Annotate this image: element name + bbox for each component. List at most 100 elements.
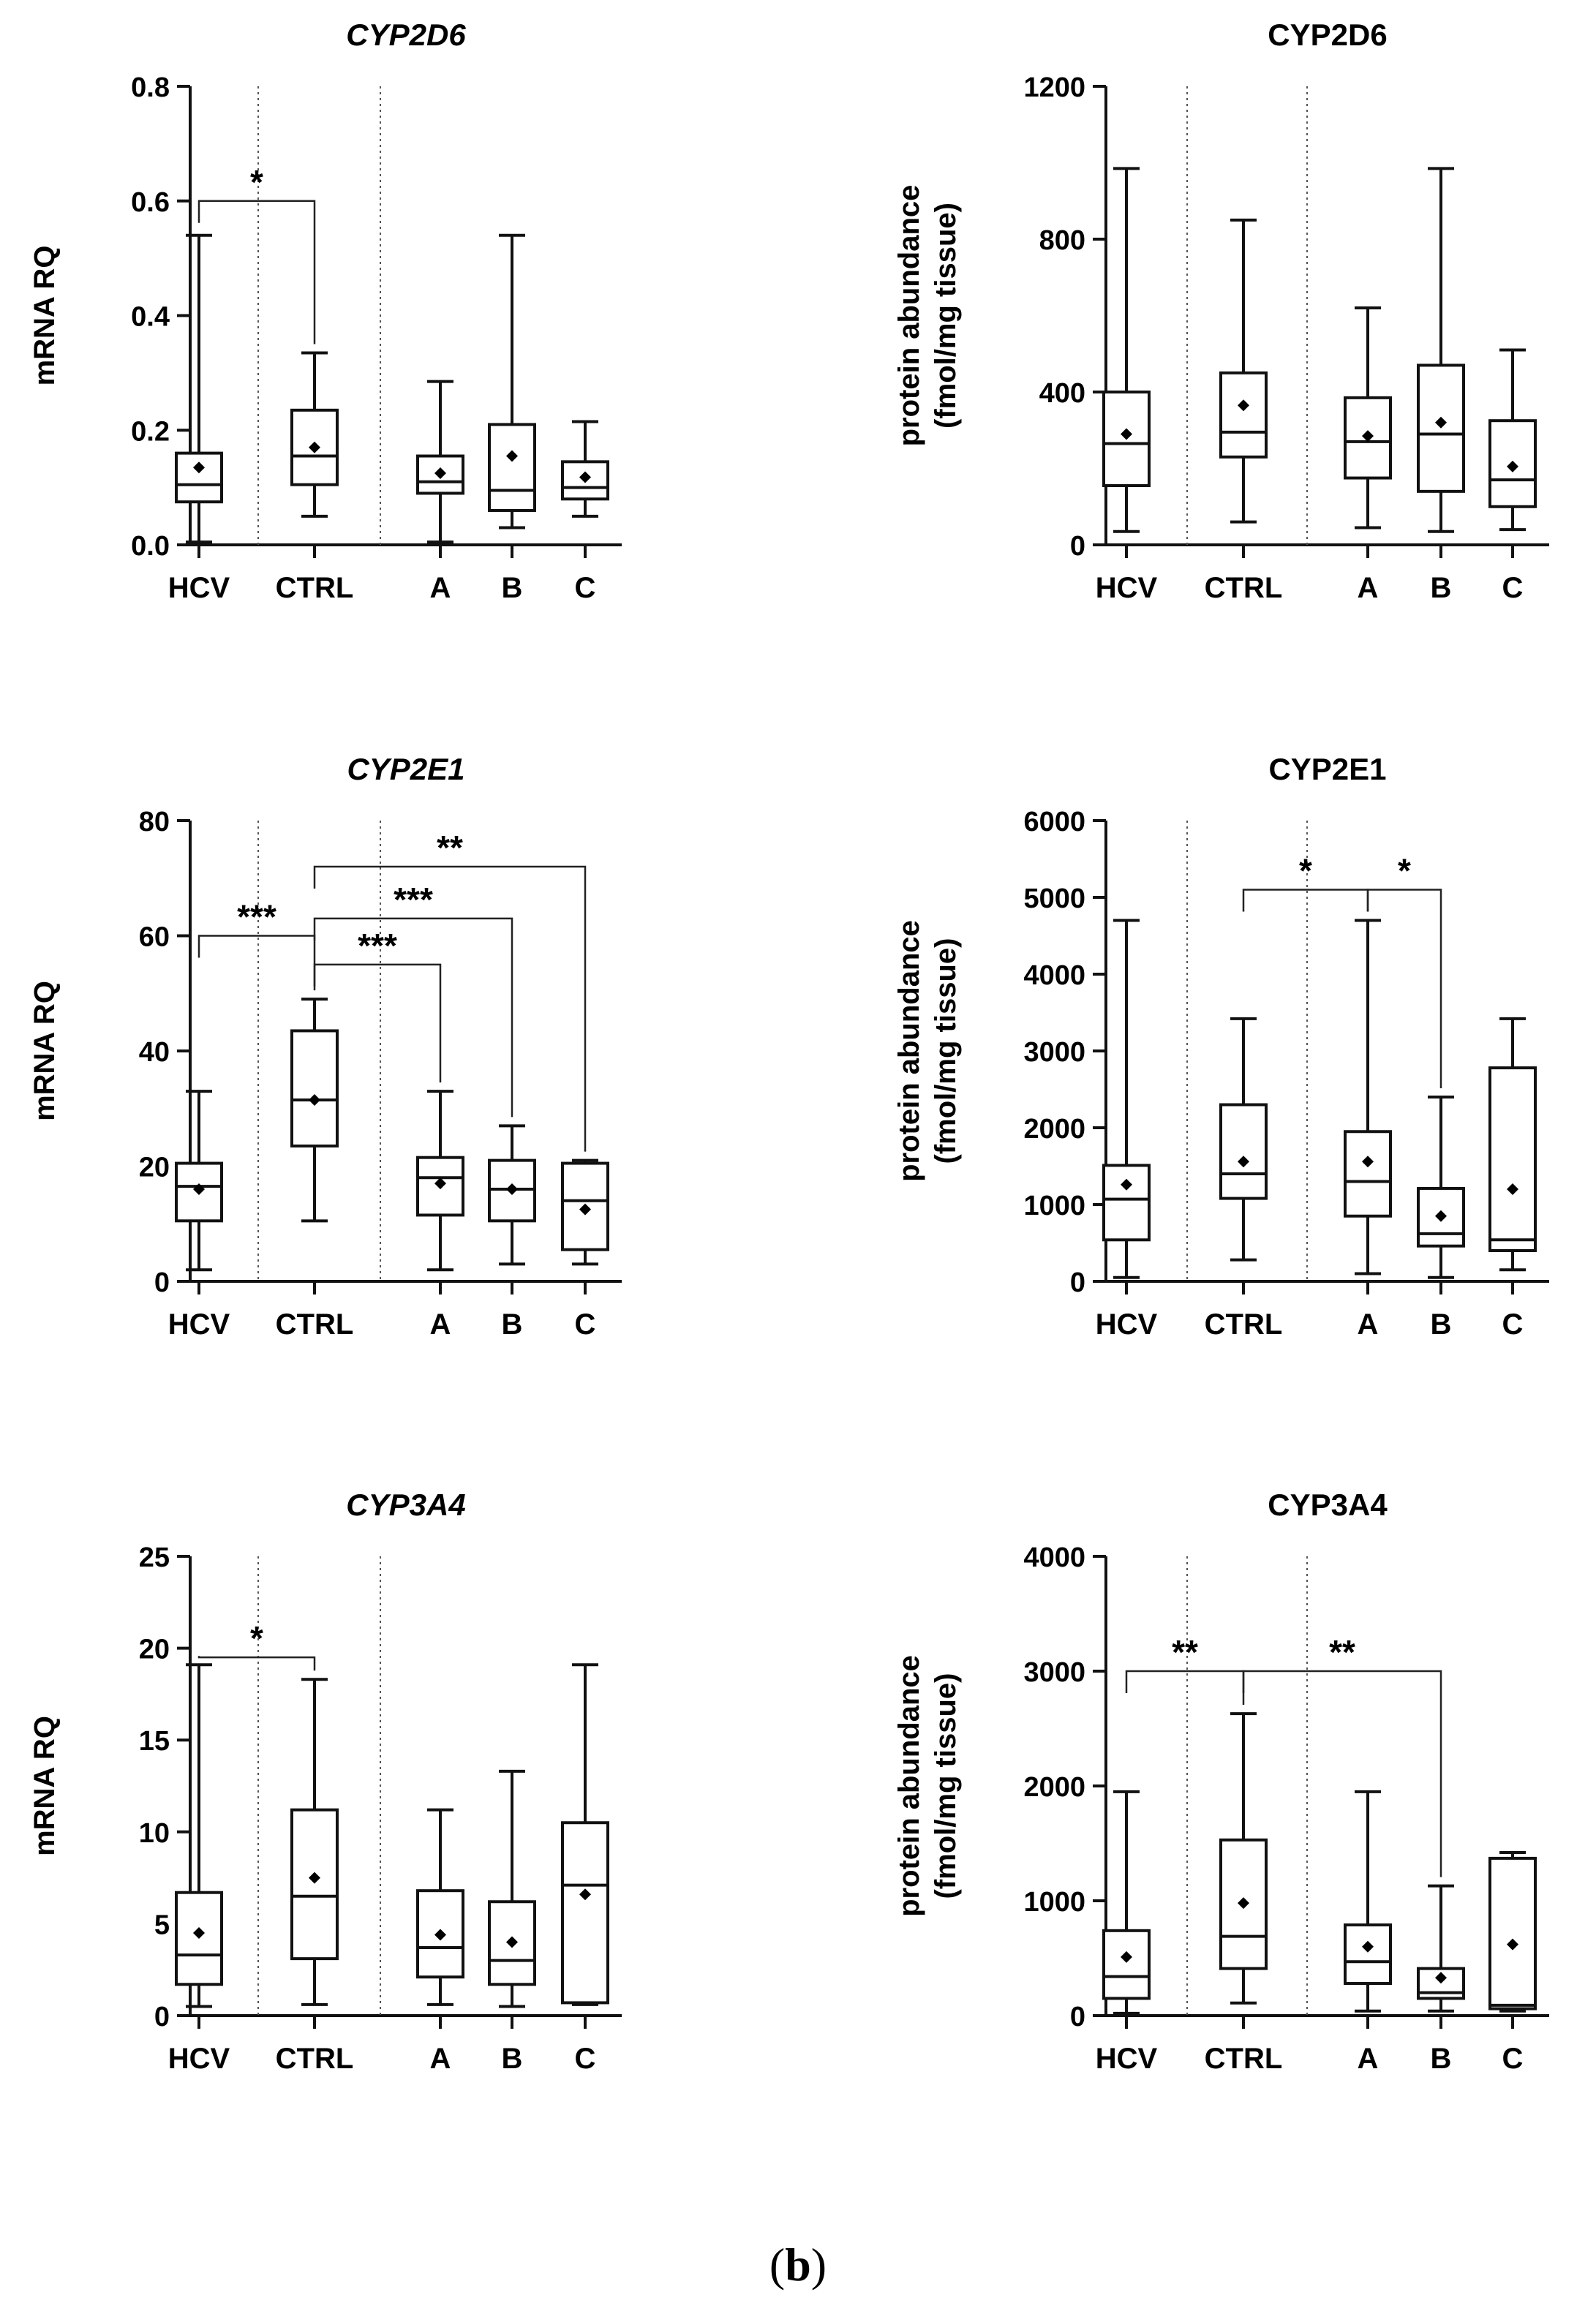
y-tick-label: 0.6 xyxy=(131,187,170,218)
box-c xyxy=(1488,1851,1537,2013)
figure-caption: (b) xyxy=(0,2238,1596,2292)
y-axis-label-line: (fmol/mg tissue) xyxy=(930,203,962,429)
x-tick-label: C xyxy=(575,2043,596,2075)
significance-label: *** xyxy=(394,881,433,919)
y-axis-label: protein abundance (fmol/mg tissue) xyxy=(893,185,962,447)
box-hcv xyxy=(1102,167,1151,533)
x-tick-label: HCV xyxy=(168,1308,230,1341)
box-a xyxy=(416,1090,464,1272)
x-tick-label: HCV xyxy=(1096,1308,1158,1341)
box-c xyxy=(1488,348,1537,532)
y-tick-label: 3000 xyxy=(1023,1037,1085,1068)
box-c xyxy=(561,420,609,518)
y-axis-label: protein abundance (fmol/mg tissue) xyxy=(893,920,962,1182)
x-tick-label: CTRL xyxy=(276,1308,354,1341)
mean-marker xyxy=(193,461,205,474)
iqr-box xyxy=(488,423,536,512)
x-tick-label: CTRL xyxy=(1205,1308,1283,1341)
significance-bracket: *** xyxy=(313,927,442,1083)
x-tick-label: A xyxy=(1358,1308,1379,1341)
mean-marker xyxy=(309,1872,320,1884)
significance-label: * xyxy=(250,163,263,201)
mean-marker xyxy=(579,1888,591,1901)
mean-marker xyxy=(193,1926,205,1939)
panel-6: CYP3A4 protein abundance (fmol/mg tissue) 0… xyxy=(893,1488,1549,2075)
iqr-box xyxy=(1102,1929,1151,2000)
y-axis-label: mRNA RQ xyxy=(29,981,61,1121)
significance-label: *** xyxy=(358,927,397,965)
y-axis-label-line: (fmol/mg tissue) xyxy=(930,938,962,1164)
mean-marker xyxy=(1362,430,1374,442)
iqr-box xyxy=(561,1821,609,2005)
significance-bracket: * xyxy=(197,163,316,344)
box-ctrl xyxy=(290,1678,339,2006)
y-tick-label: 20 xyxy=(139,1153,170,1183)
mean-marker xyxy=(506,1936,518,1948)
mean-marker xyxy=(434,1929,446,1941)
y-axis-label: mRNA RQ xyxy=(29,1716,61,1856)
mean-marker xyxy=(1435,416,1447,429)
mean-marker xyxy=(1121,1178,1132,1191)
significance-bracket: * xyxy=(197,1619,316,1671)
significance-bracket: ** xyxy=(313,829,587,1152)
significance-bracket: *** xyxy=(197,898,316,991)
mean-marker xyxy=(1121,428,1132,440)
y-tick-label: 0.0 xyxy=(131,531,170,562)
y-axis-label: protein abundance (fmol/mg tissue) xyxy=(893,1655,962,1917)
y-tick-label: 0.4 xyxy=(131,302,170,333)
box-a xyxy=(416,1808,464,2006)
chart-title: CYP2E1 xyxy=(1268,752,1386,786)
y-tick-label: 5000 xyxy=(1023,883,1085,914)
significance-bracket: ** xyxy=(1242,1633,1442,1877)
mean-marker xyxy=(193,1183,205,1195)
significance-label: ** xyxy=(1172,1633,1198,1671)
y-tick-label: 5 xyxy=(154,1910,170,1940)
box-hcv xyxy=(175,233,223,544)
chart-title: CYP2E1 xyxy=(347,752,464,786)
box-b xyxy=(488,1124,536,1266)
y-tick-label: 0 xyxy=(154,2002,170,2032)
x-tick-label: B xyxy=(502,2043,523,2075)
box-b xyxy=(488,233,536,529)
x-tick-label: B xyxy=(502,572,523,604)
mean-marker xyxy=(506,450,518,462)
box-b xyxy=(1417,1884,1465,2013)
mean-marker xyxy=(579,1203,591,1216)
box-hcv xyxy=(1102,919,1151,1279)
box-ctrl xyxy=(1219,1712,1268,2005)
mean-marker xyxy=(309,441,320,453)
mean-marker xyxy=(579,471,591,483)
box-b xyxy=(1417,167,1465,533)
x-tick-label: HCV xyxy=(168,572,230,604)
mean-marker xyxy=(1362,1156,1374,1168)
chart-title: CYP3A4 xyxy=(346,1488,465,1522)
y-tick-label: 0 xyxy=(154,1267,170,1298)
x-tick-label: C xyxy=(1502,2043,1524,2075)
mean-marker xyxy=(434,1177,446,1190)
chart-title: CYP2D6 xyxy=(346,18,466,52)
y-tick-label: 60 xyxy=(139,922,170,953)
box-c xyxy=(1488,1017,1537,1272)
y-tick-label: 4000 xyxy=(1023,960,1085,991)
mean-marker xyxy=(1435,1210,1447,1222)
iqr-box xyxy=(1488,1856,1537,2010)
x-tick-label: A xyxy=(430,1308,451,1341)
y-tick-label: 0 xyxy=(1070,1267,1085,1298)
x-tick-label: HCV xyxy=(1096,572,1158,604)
x-tick-label: A xyxy=(1358,2043,1379,2075)
y-tick-label: 1000 xyxy=(1023,1887,1085,1918)
caption-close: ) xyxy=(810,2239,827,2291)
bracket-line xyxy=(313,865,587,1152)
box-hcv xyxy=(175,1090,223,1272)
x-tick-label: C xyxy=(1502,1308,1524,1341)
x-tick-label: HCV xyxy=(168,2043,230,2075)
x-tick-label: B xyxy=(1431,1308,1452,1341)
panel-5: CYP3A4 mRNA RQ 0 5 10 15 20 25 HCV CTRL A B C * xyxy=(29,1488,622,2075)
bracket-line xyxy=(197,935,316,991)
box-hcv xyxy=(1102,1790,1151,2015)
mean-marker xyxy=(506,1183,518,1195)
y-axis-label-line: (fmol/mg tissue) xyxy=(930,1673,962,1899)
y-axis-label: mRNA RQ xyxy=(29,246,61,386)
iqr-box xyxy=(1344,1923,1392,1986)
